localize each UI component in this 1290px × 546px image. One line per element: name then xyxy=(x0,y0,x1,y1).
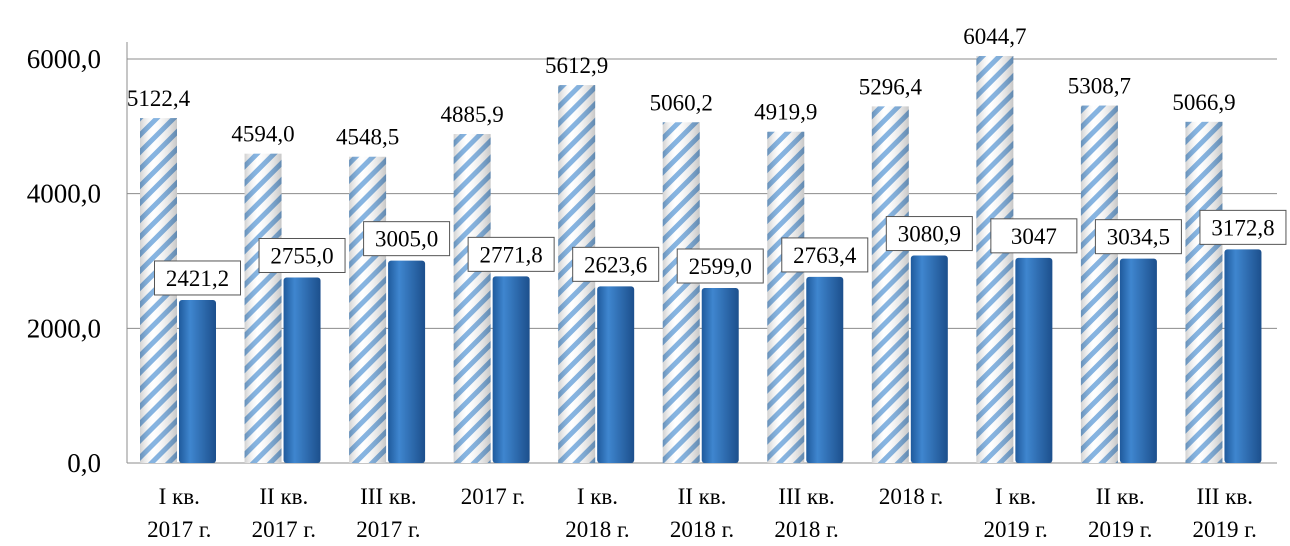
bar-solid xyxy=(1015,257,1053,463)
x-tick-label-line2: 2017 г. xyxy=(252,517,316,542)
data-label-hatched: 5066,9 xyxy=(1172,90,1235,115)
data-label-solid: 2599,0 xyxy=(676,248,764,284)
data-label-hatched: 5308,7 xyxy=(1068,74,1131,99)
data-label-solid: 2763,4 xyxy=(781,237,869,273)
bar-hatched xyxy=(453,134,491,464)
x-tick-label-line2: 2018 г. xyxy=(774,517,838,542)
data-label-hatched: 4885,9 xyxy=(441,102,504,127)
data-label-hatched: 5296,4 xyxy=(859,74,923,99)
x-tick-label: I кв. xyxy=(159,484,200,509)
data-label-box xyxy=(467,236,555,272)
data-label-hatched: 4594,0 xyxy=(231,122,294,147)
x-tick-label: I кв. xyxy=(577,484,618,509)
data-label-solid: 3080,9 xyxy=(885,216,973,252)
x-tick-label: 2018 г. xyxy=(879,484,943,509)
data-label-box xyxy=(885,216,973,252)
bar-hatched-shade xyxy=(662,122,700,463)
bar-solid xyxy=(701,288,739,463)
bar-solid xyxy=(179,299,216,463)
data-label-solid: 2623,6 xyxy=(572,246,660,282)
data-label-box xyxy=(572,246,660,282)
data-label-box xyxy=(258,237,346,273)
data-label-solid: 2755,0 xyxy=(258,237,346,273)
x-tick-label: II кв. xyxy=(1096,484,1145,509)
data-label-solid: 3047 xyxy=(990,218,1078,254)
bar-hatched-shade xyxy=(244,153,282,464)
bar-hatched-shade xyxy=(976,55,1014,463)
data-label-solid-text: 2599,0 xyxy=(689,254,752,279)
bar-hatched-shade xyxy=(871,106,909,463)
x-tick-label: III кв. xyxy=(778,484,835,509)
data-label-hatched: 6044,7 xyxy=(963,24,1026,49)
data-label-box xyxy=(1094,219,1182,255)
bar-hatched xyxy=(662,122,700,463)
data-label-hatched: 5612,9 xyxy=(545,53,608,78)
bar-solid xyxy=(283,277,321,463)
bar-hatched-shade xyxy=(767,131,805,463)
data-label-solid: 3034,5 xyxy=(1094,219,1182,255)
data-label-box xyxy=(363,221,451,257)
x-tick-label-line2: 2017 г. xyxy=(147,517,211,542)
y-tick-label: 0,0 xyxy=(67,448,101,478)
y-tick-label: 2000,0 xyxy=(27,313,101,343)
data-label-hatched: 4548,5 xyxy=(336,125,399,150)
x-tick-label: III кв. xyxy=(360,484,417,509)
x-tick-label-line2: 2019 г. xyxy=(1088,517,1152,542)
x-tick-label-line2: 2018 г. xyxy=(670,517,734,542)
data-label-solid-text: 3034,5 xyxy=(1107,225,1170,250)
data-label-solid-text: 2623,6 xyxy=(584,252,647,277)
data-label-solid-text: 3005,0 xyxy=(375,227,438,252)
bar-hatched-shade xyxy=(349,156,387,464)
bar-solid xyxy=(910,255,948,463)
data-label-box xyxy=(990,218,1078,254)
data-label-solid-text: 2763,4 xyxy=(793,243,857,268)
data-label-solid: 2771,8 xyxy=(467,236,555,272)
x-tick-label: I кв. xyxy=(995,484,1036,509)
x-tick-label-line2: 2019 г. xyxy=(1193,517,1257,542)
x-tick-label: 2017 г. xyxy=(461,484,525,509)
bar-hatched xyxy=(1185,121,1223,463)
data-label-solid-text: 2771,8 xyxy=(480,242,543,267)
bar-hatched xyxy=(1080,105,1118,463)
bar-hatched xyxy=(767,131,805,463)
bar-solid xyxy=(492,276,530,463)
bar-hatched xyxy=(244,153,282,464)
x-tick-label-line2: 2017 г. xyxy=(356,517,420,542)
x-tick-label: II кв. xyxy=(678,484,727,509)
bar-hatched xyxy=(349,156,387,464)
data-label-solid-text: 3172,8 xyxy=(1211,215,1274,240)
data-label-hatched: 4919,9 xyxy=(754,100,817,125)
bar-hatched xyxy=(871,106,909,463)
x-tick-label-line2: 2019 г. xyxy=(983,517,1047,542)
data-label-solid-text: 2421,2 xyxy=(166,266,229,291)
data-label-box xyxy=(1199,209,1287,245)
data-label-solid-text: 2755,0 xyxy=(270,243,333,268)
data-label-solid: 2421,2 xyxy=(154,260,241,296)
y-tick-label: 6000,0 xyxy=(27,44,101,74)
bar-hatched-shade xyxy=(1185,121,1223,463)
bar-solid xyxy=(806,276,844,463)
data-label-hatched: 5060,2 xyxy=(650,90,713,115)
data-label-solid-text: 3080,9 xyxy=(898,222,961,247)
bar-solid xyxy=(388,260,426,463)
data-label-solid: 3005,0 xyxy=(363,221,451,257)
data-label-solid-text: 3047 xyxy=(1011,224,1057,249)
data-label-hatched: 5122,4 xyxy=(127,86,191,111)
bar-hatched-shade xyxy=(453,134,491,464)
x-tick-label: II кв. xyxy=(259,484,308,509)
data-label-box xyxy=(154,260,241,296)
y-tick-label: 4000,0 xyxy=(27,179,101,209)
bar-hatched xyxy=(976,55,1014,463)
data-label-box xyxy=(676,248,764,284)
bar-hatched-shade xyxy=(1080,105,1118,463)
data-label-solid: 3172,8 xyxy=(1199,209,1287,245)
bar-solid xyxy=(597,286,635,463)
x-tick-label: III кв. xyxy=(1196,484,1253,509)
bar-solid xyxy=(1224,249,1262,463)
bar-solid xyxy=(1119,258,1157,463)
data-label-box xyxy=(781,237,869,273)
x-tick-label-line2: 2018 г. xyxy=(565,517,629,542)
